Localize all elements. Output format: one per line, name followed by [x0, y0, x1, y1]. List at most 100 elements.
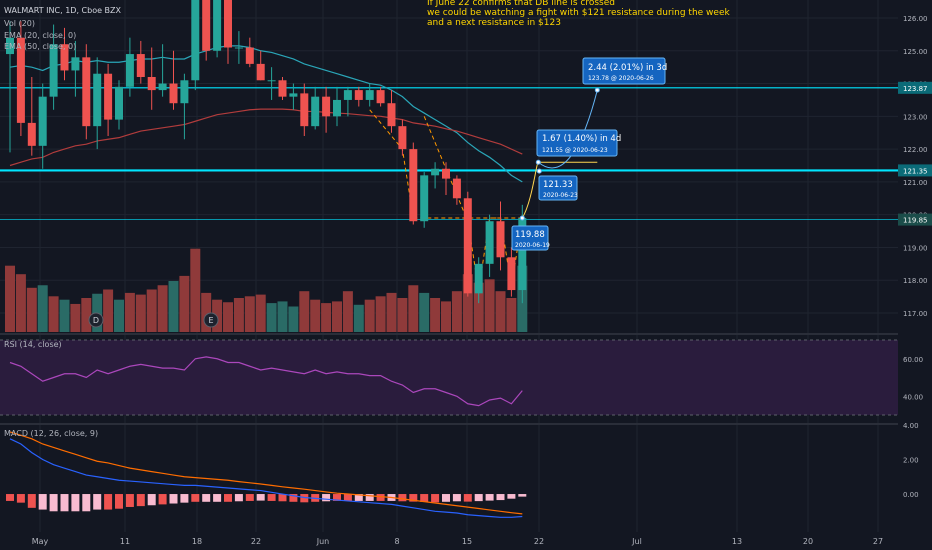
candle-body [485, 221, 494, 264]
price-marker-label: 119.85 [903, 217, 928, 225]
candle [256, 50, 265, 81]
candle [60, 27, 69, 81]
time-tick-label: 18 [192, 537, 202, 546]
volume-bar [255, 294, 266, 332]
volume-bar [288, 306, 299, 332]
candle-body [431, 168, 440, 176]
candle-body [180, 80, 189, 104]
macd-histogram-bar [115, 494, 123, 509]
callout-4: 119.88 2020-06-19 [511, 225, 550, 251]
time-tick-label: 22 [534, 537, 544, 546]
rsi-line [9, 356, 523, 407]
macd-title: MACD (12, 26, close, 9) [4, 429, 98, 438]
callout-1-sub: 123.78 @ 2020-06-26 [588, 75, 654, 82]
candle [234, 31, 243, 64]
callout-3-box [538, 175, 578, 201]
volume-bar [146, 289, 157, 332]
candle [125, 37, 134, 97]
event-marker-earnings[interactable]: E [203, 312, 219, 328]
earnings-marker-label: E [208, 316, 213, 325]
candle [485, 214, 494, 277]
time-tick-label: 11 [120, 537, 130, 546]
candle [224, 0, 232, 64]
macd-histogram-bar [420, 494, 429, 502]
event-marker-dividend[interactable]: D [88, 312, 104, 328]
macd-histogram-bar [234, 494, 243, 502]
macd-histogram-bar [191, 494, 200, 502]
candle [343, 86, 352, 117]
macd-histogram-bar [322, 494, 331, 502]
callout-2-title: 1.67 (1.40%) in 4d [542, 134, 621, 144]
candle [398, 119, 407, 156]
volume-bar [484, 279, 495, 332]
time-tick-label: 8 [394, 537, 399, 546]
candle-body [93, 73, 102, 127]
callout-4-title: 119.88 [515, 230, 545, 240]
callout-1-box [582, 57, 666, 85]
macd-tick-label: 4.00 [903, 422, 919, 430]
earnings-marker-circle [203, 312, 219, 328]
macd-histogram-bar [16, 494, 25, 503]
candle-body [365, 90, 374, 100]
callout-2-box [536, 129, 618, 157]
candle [376, 86, 385, 107]
projection-node-2 [594, 87, 600, 93]
candle [452, 175, 461, 205]
macd-panel [6, 431, 527, 518]
candle-body [104, 73, 113, 120]
price-tick-label: 119.00 [903, 244, 928, 252]
candle [442, 162, 450, 195]
candle-body [452, 178, 461, 199]
candle-body [354, 90, 363, 100]
volume-bar [321, 303, 332, 332]
macd-signal-line [9, 431, 523, 515]
macd-histogram-bar [354, 494, 363, 501]
volume-bar [495, 291, 506, 332]
projection-node-1 [536, 168, 542, 174]
macd-histogram-bar [289, 494, 298, 502]
macd-histogram-bar [398, 494, 407, 502]
candle-body [518, 217, 527, 291]
candle [333, 86, 341, 127]
time-tick-label: 15 [462, 537, 472, 546]
price-axis: 126.00125.00124.00123.00122.00121.00120.… [898, 15, 932, 499]
volume-bar [26, 287, 37, 332]
candle-body [82, 57, 91, 127]
macd-histogram-bar [376, 494, 385, 501]
price-tick-label: 125.00 [903, 48, 928, 56]
candle [322, 86, 331, 133]
candle-body [125, 54, 134, 87]
candle-body [147, 77, 156, 91]
candle [104, 63, 113, 136]
ema-lines [9, 45, 523, 183]
volume-bar [386, 292, 397, 332]
volume-bar [266, 303, 277, 332]
time-axis: May 11 18 22 Jun 8 15 22 Jul 13 20 27 [32, 537, 883, 546]
rsi-panel [0, 339, 898, 416]
candle-body [376, 90, 385, 104]
candle [409, 142, 418, 225]
time-tick-label: 22 [251, 537, 261, 546]
candle [289, 83, 298, 110]
candle-body [202, 0, 211, 51]
candle [213, 0, 222, 58]
symbol-title: WALMART INC, 1D, Cboe BZX [4, 6, 122, 15]
macd-histogram-bar [93, 494, 102, 510]
callout-2-sub: 121.55 @ 2020-06-23 [542, 147, 608, 154]
volume-bar [37, 285, 48, 332]
volume-legend: Vol (20) [4, 19, 35, 28]
candle [431, 162, 440, 189]
macd-histogram-bar [82, 494, 91, 512]
macd-histogram-bar [267, 494, 276, 501]
time-axis-bg [0, 532, 932, 550]
volume-bar [179, 275, 190, 332]
macd-histogram-bar [442, 494, 450, 502]
volume-bar [332, 301, 342, 332]
price-marker-bg [898, 213, 932, 226]
time-tick-label: 20 [803, 537, 813, 546]
time-tick-label: Jul [631, 537, 642, 546]
macd-tick-label: 2.00 [903, 457, 919, 465]
macd-histogram-bar [485, 494, 494, 501]
price-tick-label: 121.00 [903, 179, 928, 187]
